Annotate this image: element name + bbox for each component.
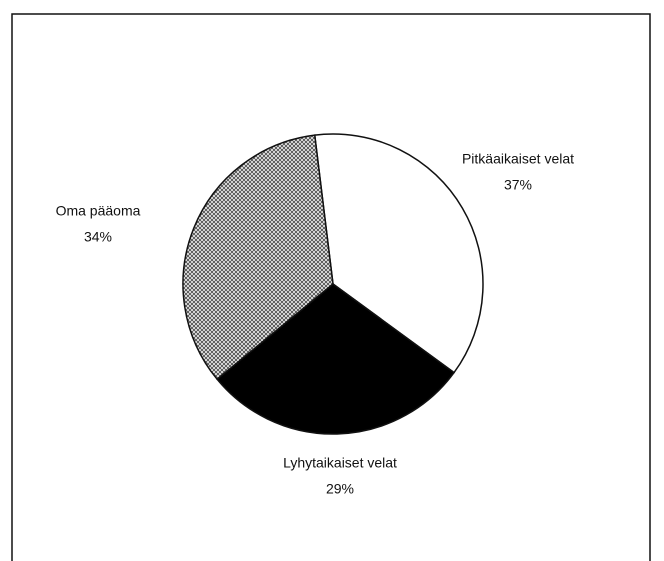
pie-slice bbox=[313, 133, 484, 374]
slice-label: Pitkäaikaiset velat bbox=[462, 151, 574, 167]
pie-slice bbox=[216, 283, 456, 435]
pie-slice bbox=[182, 134, 334, 381]
slice-value-label: 37% bbox=[504, 177, 532, 193]
slice-label: Oma pääoma bbox=[56, 203, 141, 219]
slice-value-label: 34% bbox=[84, 229, 112, 245]
slice-label: Lyhytaikaiset velat bbox=[283, 455, 397, 471]
slice-value-label: 29% bbox=[326, 481, 354, 497]
frame bbox=[11, 13, 651, 561]
